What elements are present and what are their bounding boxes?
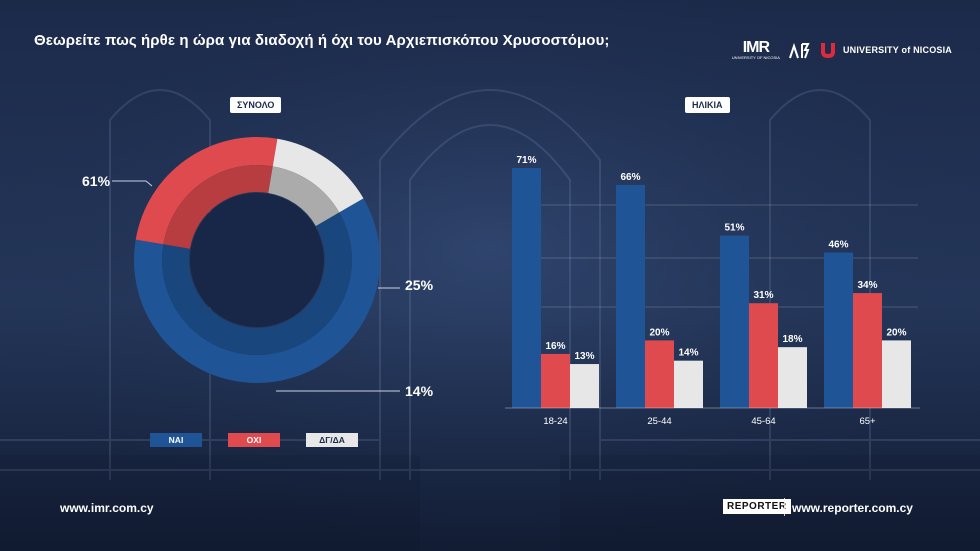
reporter-logo: REPORTER	[723, 499, 791, 514]
bar-label-65+-ΝΑΙ: 46%	[828, 240, 848, 251]
x-tick-label-25-44: 25-44	[647, 416, 671, 427]
anniversary-logo-icon	[789, 42, 810, 59]
donut-leader-line-0	[112, 180, 153, 187]
bar-label-18-24-ΝΑΙ: 71%	[516, 155, 536, 166]
bar-25-44-ΝΑΙ	[616, 184, 645, 408]
bar-label-18-24-ΔΓ/ΔΑ: 13%	[574, 351, 594, 362]
footer-reporter-link[interactable]: www.reporter.com.cy	[792, 501, 913, 515]
bar-label-45-64-ΟΧΙ: 31%	[753, 290, 773, 301]
donut-slice-outer-ΟΧΙ	[135, 137, 278, 245]
bar-label-25-44-ΟΧΙ: 20%	[649, 327, 669, 338]
bar-18-24-ΟΧΙ	[541, 353, 570, 408]
x-tick-label-65+: 65+	[859, 416, 876, 427]
footer-imr-link[interactable]: www.imr.com.cy	[60, 501, 154, 515]
legend-yes-swatch: ΝΑΙ	[150, 433, 202, 447]
bar-65+-ΔΓ/ΔΑ	[882, 340, 911, 408]
bar-18-24-ΔΓ/ΔΑ	[570, 364, 599, 408]
bar-label-65+-ΟΧΙ: 34%	[857, 280, 877, 291]
donut-slice-inner-ΟΧΙ	[163, 165, 273, 249]
donut-label-ΝΑΙ: 61%	[82, 173, 111, 189]
university-logo: UNIVERSITY of NICOSIA	[818, 40, 952, 60]
legend-yes: ΝΑΙ	[150, 433, 202, 447]
bar-label-18-24-ΟΧΙ: 16%	[545, 341, 565, 352]
x-tick-label-18-24: 18-24	[543, 416, 567, 427]
university-mark-icon	[820, 43, 835, 58]
bar-65+-ΝΑΙ	[824, 252, 853, 408]
imr-logo: IMR UNIVERSITY OF NICOSIA	[732, 40, 780, 60]
donut-label-ΔΓ/ΔΑ: 14%	[405, 383, 434, 399]
legend-no: ΟΧΙ	[228, 433, 280, 447]
donut-slice-outer-ΔΓ/ΔΑ	[272, 138, 364, 213]
donut-slice-inner-ΝΑΙ	[162, 212, 353, 355]
total-tag: ΣΥΝΟΛΟ	[230, 97, 282, 113]
donut-slice-outer-ΝΑΙ	[133, 198, 380, 383]
university-name: UNIVERSITY of NICOSIA	[842, 45, 952, 55]
donut-center	[190, 193, 324, 327]
legend-dk-swatch: ΔΓ/ΔΑ	[306, 433, 358, 447]
donut-slice-inner-ΔΓ/ΔΑ	[268, 166, 340, 226]
bar-45-64-ΔΓ/ΔΑ	[778, 347, 807, 408]
footer-separator	[784, 498, 785, 516]
logo-group: IMR UNIVERSITY OF NICOSIA UNIVERSITY of …	[732, 38, 952, 62]
imr-logo-subtext: UNIVERSITY OF NICOSIA	[731, 55, 780, 60]
page-title: Θεωρείτε πως ήρθε η ώρα για διαδοχή ή όχ…	[34, 32, 610, 49]
age-tag: ΗΛΙΚΙΑ	[685, 97, 730, 113]
bar-label-25-44-ΔΓ/ΔΑ: 14%	[678, 348, 698, 359]
legend-no-swatch: ΟΧΙ	[228, 433, 280, 447]
legend-dk: ΔΓ/ΔΑ	[306, 433, 358, 447]
x-tick-label-45-64: 45-64	[751, 416, 775, 427]
bar-45-64-ΝΑΙ	[720, 235, 749, 408]
bar-45-64-ΟΧΙ	[749, 303, 778, 408]
bar-65+-ΟΧΙ	[853, 293, 882, 408]
bar-25-44-ΟΧΙ	[645, 340, 674, 408]
bar-label-25-44-ΝΑΙ: 66%	[620, 172, 640, 183]
bar-label-65+-ΔΓ/ΔΑ: 20%	[886, 327, 906, 338]
bar-18-24-ΝΑΙ	[512, 168, 541, 408]
bar-label-45-64-ΔΓ/ΔΑ: 18%	[782, 334, 802, 345]
imr-logo-text: IMR	[742, 39, 770, 56]
bar-label-45-64-ΝΑΙ: 51%	[724, 223, 744, 234]
donut-label-ΟΧΙ: 25%	[405, 277, 434, 293]
bar-25-44-ΔΓ/ΔΑ	[674, 360, 703, 408]
